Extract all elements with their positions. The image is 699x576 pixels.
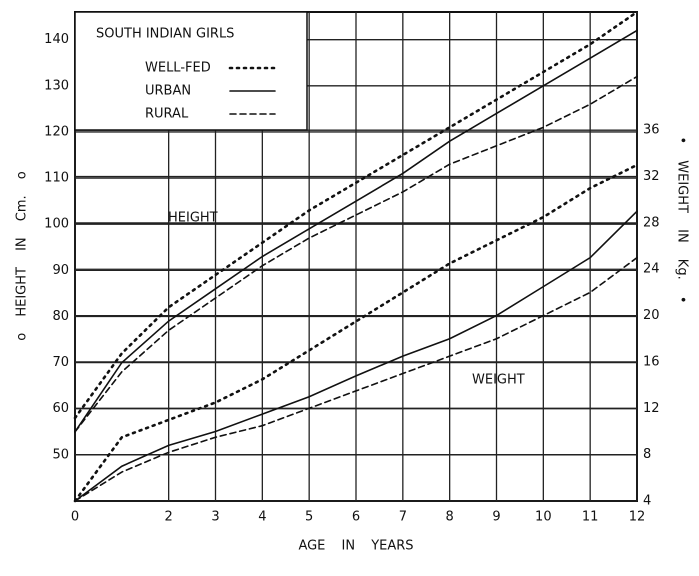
legend-label: RURAL [145,107,189,122]
y2-tick-label: 20 [643,308,660,323]
y-tick-label: 60 [52,401,69,416]
series-line [73,163,639,503]
x-tick-label: 3 [211,510,219,525]
y-tick-label: 130 [44,78,69,93]
series-line [74,256,638,502]
x-tick-label: 7 [399,510,407,525]
x-tick-label: 11 [582,510,599,525]
y2-tick-label: 36 [643,123,660,138]
y-tick-label: 140 [44,32,69,47]
y2-tick-label: 24 [643,262,660,277]
y-tick-label: 90 [52,263,69,278]
y-axis-label: o HEIGHT IN Cm. o [15,171,30,341]
x-tick-label: 4 [258,510,266,525]
y2-axis-label: • WEIGHT IN Kg. • [675,136,690,303]
y2-tick-label: 4 [643,494,651,509]
y2-tick-label: 8 [643,447,651,462]
series-line [74,75,638,433]
x-tick-label: 0 [71,510,79,525]
legend-label: WELL-FED [145,61,211,76]
x-tick-label: 9 [492,510,500,525]
x-tick-label: 6 [352,510,360,525]
y2-tick-label: 16 [643,354,660,369]
series-line [74,210,638,502]
x-tick-label: 5 [305,510,313,525]
series-line [74,29,638,433]
y-tick-label: 120 [44,124,69,139]
y2-tick-label: 32 [643,169,660,184]
legend-box [74,11,308,131]
annotation: WEIGHT [472,373,525,388]
y-tick-label: 100 [44,217,69,232]
legend-title: SOUTH INDIAN GIRLS [96,27,234,42]
y-tick-label: 50 [52,447,69,462]
annotation: HEIGHT [168,211,218,226]
x-tick-label: 12 [629,510,646,525]
y-tick-label: 70 [52,355,69,370]
series-line [73,10,639,420]
y-tick-label: 80 [52,309,69,324]
legend-label: URBAN [145,84,191,99]
y-tick-label: 110 [44,171,69,186]
x-axis-label: AGE IN YEARS [298,539,413,554]
x-tick-label: 10 [535,510,552,525]
x-tick-label: 2 [165,510,173,525]
y2-tick-label: 12 [643,401,660,416]
x-tick-label: 8 [446,510,454,525]
y2-tick-label: 28 [643,215,660,230]
